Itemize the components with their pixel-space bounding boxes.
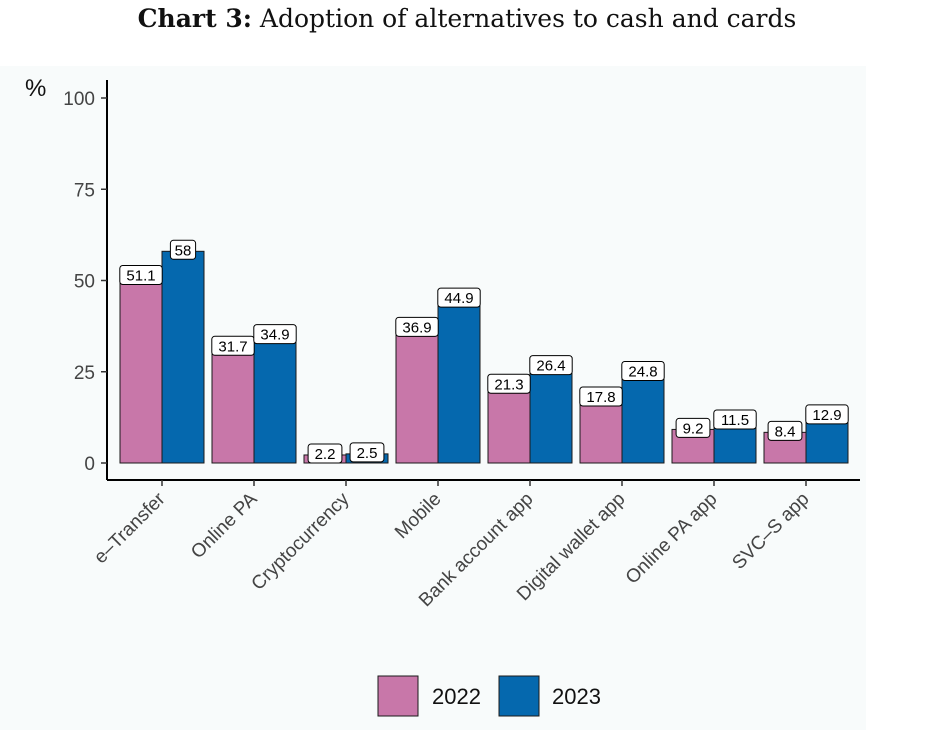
value-label-box bbox=[529, 355, 573, 376]
value-label: 44.9 bbox=[444, 290, 473, 307]
bars bbox=[119, 250, 849, 464]
value-label-box bbox=[307, 443, 343, 464]
value-label-box bbox=[119, 264, 163, 285]
value-label: 8.4 bbox=[775, 423, 796, 440]
chart-title: Chart 3: Adoption of alternatives to cas… bbox=[0, 4, 934, 44]
value-label: 9.2 bbox=[683, 420, 704, 437]
value-label-box bbox=[621, 360, 665, 381]
bar-2023 bbox=[253, 335, 297, 464]
value-label: 34.9 bbox=[260, 327, 289, 344]
y-tick-label: 100 bbox=[63, 89, 95, 110]
value-label: 11.5 bbox=[721, 412, 749, 429]
value-label-box bbox=[437, 287, 481, 308]
value-label-box bbox=[579, 386, 623, 407]
y-unit-label: % bbox=[25, 75, 46, 102]
bar-2022 bbox=[395, 327, 439, 464]
value-label-box bbox=[395, 316, 439, 337]
value-label: 12.9 bbox=[812, 407, 841, 424]
chart-title-text: Adoption of alternatives to cash and car… bbox=[259, 4, 797, 33]
x-axis bbox=[107, 479, 860, 486]
value-label: 2.2 bbox=[315, 446, 336, 463]
y-tick-label: 0 bbox=[84, 454, 95, 475]
value-label-box bbox=[349, 442, 385, 463]
y-tick-label: 25 bbox=[74, 363, 95, 384]
value-label-box bbox=[713, 409, 757, 430]
value-label: 17.8 bbox=[586, 389, 615, 406]
value-label-box bbox=[211, 335, 255, 356]
bar-2022 bbox=[211, 346, 255, 464]
legend-label-2022: 2022 bbox=[432, 684, 481, 709]
value-label-box bbox=[805, 404, 849, 425]
value-label-box bbox=[169, 239, 197, 260]
legend: 2022 2023 bbox=[377, 675, 601, 717]
value-label-box bbox=[767, 420, 803, 441]
bar-2023 bbox=[437, 298, 481, 464]
value-label: 24.8 bbox=[628, 363, 657, 380]
value-labels: 51.1 58 31.7 34.9 2.2 2.5 36.9 44.9 21.3 26.4 17.8… bbox=[119, 239, 849, 464]
y-tick-label: 75 bbox=[74, 180, 95, 201]
value-label: 26.4 bbox=[536, 358, 565, 375]
legend-label-2023: 2023 bbox=[552, 684, 601, 709]
value-label: 58 bbox=[175, 242, 192, 259]
y-axis: 0 25 50 75 100 bbox=[63, 80, 108, 480]
bar-2023 bbox=[161, 250, 205, 464]
value-label: 36.9 bbox=[402, 319, 431, 336]
value-label: 31.7 bbox=[218, 338, 247, 355]
bar-2022 bbox=[579, 397, 623, 464]
bar-2022 bbox=[119, 275, 163, 464]
bar-2023 bbox=[529, 366, 573, 464]
value-label-box bbox=[253, 324, 297, 345]
legend-swatch-2023 bbox=[498, 675, 540, 717]
chart-title-lead: Chart 3: bbox=[137, 4, 252, 33]
y-tick-label: 50 bbox=[74, 272, 95, 293]
value-label-box bbox=[675, 417, 711, 438]
value-label: 51.1 bbox=[126, 267, 155, 284]
value-label-box bbox=[487, 373, 531, 394]
bar-2023 bbox=[621, 371, 665, 464]
value-label: 2.5 bbox=[357, 445, 378, 462]
bar-2022 bbox=[487, 384, 531, 464]
legend-swatch-2022 bbox=[377, 675, 419, 717]
value-label: 21.3 bbox=[494, 376, 523, 393]
